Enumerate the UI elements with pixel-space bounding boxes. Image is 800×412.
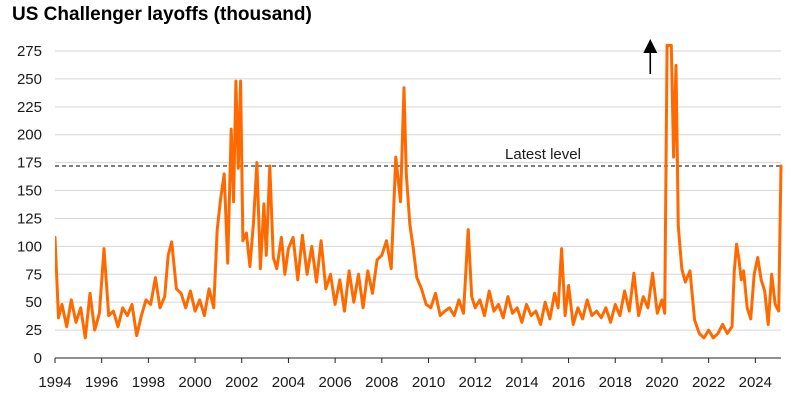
y-tick-label-0: 0: [34, 350, 42, 367]
series-group: [55, 45, 781, 338]
x-tick-label-2006: 2006: [318, 374, 351, 391]
x-tick-label-2016: 2016: [552, 374, 585, 391]
y-tick-label-250: 250: [17, 71, 42, 88]
x-tick-label-1996: 1996: [85, 374, 118, 391]
y-axis-tick-labels: 0 25 50 75 100 125 150 175 200 225 250 275: [17, 43, 42, 367]
x-tick-label-1994: 1994: [38, 374, 71, 391]
x-tick-label-2018: 2018: [599, 374, 632, 391]
x-tick-label-2012: 2012: [459, 374, 492, 391]
up-arrow-icon: [643, 39, 657, 74]
y-tick-label-225: 225: [17, 99, 42, 116]
x-tick-label-2022: 2022: [692, 374, 725, 391]
y-tick-label-100: 100: [17, 238, 42, 255]
x-axis-tick-labels: 1994 1996 1998 2000 2002 2004 2006 2008 2010 2012…: [38, 358, 772, 391]
x-tick-label-2000: 2000: [178, 374, 211, 391]
arrow-head: [643, 39, 657, 53]
x-tick-label-2004: 2004: [272, 374, 305, 391]
x-tick-label-2008: 2008: [365, 374, 398, 391]
y-tick-label-175: 175: [17, 155, 42, 172]
y-tick-label-25: 25: [25, 322, 42, 339]
y-tick-label-75: 75: [25, 266, 42, 283]
series-line-0: [55, 45, 781, 338]
x-tick-label-2002: 2002: [225, 374, 258, 391]
x-tick-label-2010: 2010: [412, 374, 445, 391]
y-tick-label-125: 125: [17, 210, 42, 227]
y-tick-label-50: 50: [25, 294, 42, 311]
x-tick-label-2020: 2020: [645, 374, 678, 391]
y-tick-label-150: 150: [17, 183, 42, 200]
y-tick-label-200: 200: [17, 127, 42, 144]
x-tick-label-2014: 2014: [505, 374, 538, 391]
x-tick-label-1998: 1998: [132, 374, 165, 391]
y-tick-label-275: 275: [17, 43, 42, 60]
x-tick-label-2024: 2024: [739, 374, 772, 391]
latest-level-label: Latest level: [505, 146, 581, 163]
